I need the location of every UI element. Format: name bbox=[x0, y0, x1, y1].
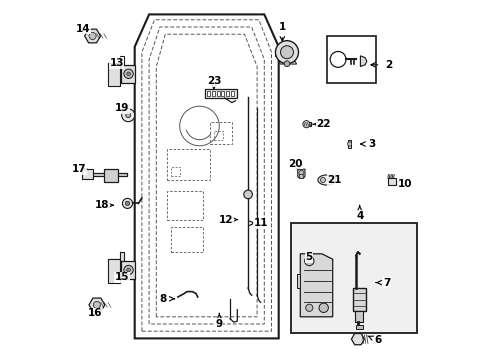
Bar bbox=[204, 89, 237, 98]
Text: 21: 21 bbox=[326, 175, 341, 185]
Circle shape bbox=[318, 303, 328, 312]
Bar bbox=[167, 191, 203, 220]
Circle shape bbox=[305, 304, 312, 311]
Bar bbox=[207, 91, 210, 96]
Polygon shape bbox=[84, 29, 101, 43]
Bar bbox=[355, 311, 363, 322]
Text: 9: 9 bbox=[215, 319, 223, 329]
Bar bbox=[104, 169, 118, 182]
Polygon shape bbox=[275, 49, 279, 56]
Text: 17: 17 bbox=[71, 164, 86, 174]
Ellipse shape bbox=[317, 175, 335, 185]
Bar bbox=[225, 91, 228, 96]
Text: 1: 1 bbox=[278, 22, 285, 32]
Bar bbox=[212, 91, 215, 96]
Polygon shape bbox=[360, 56, 366, 67]
Circle shape bbox=[320, 177, 325, 183]
Bar bbox=[121, 65, 135, 83]
Bar bbox=[355, 325, 362, 329]
Bar bbox=[121, 261, 135, 279]
Circle shape bbox=[93, 301, 100, 309]
Circle shape bbox=[302, 121, 309, 128]
Circle shape bbox=[275, 41, 298, 64]
Text: 18: 18 bbox=[95, 200, 109, 210]
Polygon shape bbox=[300, 254, 332, 317]
Polygon shape bbox=[89, 298, 104, 312]
Text: 13: 13 bbox=[109, 58, 123, 68]
Bar bbox=[347, 140, 350, 148]
Text: 12: 12 bbox=[219, 215, 233, 225]
Text: 15: 15 bbox=[115, 272, 129, 282]
Polygon shape bbox=[279, 61, 296, 64]
Circle shape bbox=[123, 265, 133, 275]
Polygon shape bbox=[303, 122, 310, 126]
Polygon shape bbox=[107, 63, 120, 86]
Bar bbox=[213, 131, 223, 140]
Circle shape bbox=[89, 32, 96, 40]
Polygon shape bbox=[297, 169, 305, 178]
Bar bbox=[230, 91, 233, 96]
Bar bbox=[291, 223, 416, 333]
Circle shape bbox=[244, 190, 252, 199]
Text: 6: 6 bbox=[373, 335, 381, 345]
Circle shape bbox=[122, 198, 132, 208]
Circle shape bbox=[284, 61, 289, 67]
Polygon shape bbox=[107, 259, 120, 283]
Bar bbox=[210, 122, 231, 144]
Text: 2: 2 bbox=[384, 60, 391, 70]
Bar bbox=[170, 227, 203, 252]
Text: 11: 11 bbox=[253, 218, 267, 228]
Polygon shape bbox=[107, 252, 123, 261]
Text: 4: 4 bbox=[355, 211, 363, 221]
Bar bbox=[352, 288, 366, 311]
Circle shape bbox=[122, 109, 134, 122]
Polygon shape bbox=[107, 56, 123, 65]
Circle shape bbox=[299, 174, 303, 179]
Circle shape bbox=[327, 177, 332, 183]
Circle shape bbox=[347, 142, 351, 146]
Text: 20: 20 bbox=[287, 159, 302, 169]
Polygon shape bbox=[84, 173, 127, 176]
Bar bbox=[216, 91, 219, 96]
Bar bbox=[326, 36, 375, 83]
Bar bbox=[221, 91, 224, 96]
Polygon shape bbox=[351, 333, 364, 345]
Circle shape bbox=[298, 170, 303, 175]
Circle shape bbox=[304, 256, 313, 266]
Text: 16: 16 bbox=[88, 308, 102, 318]
Text: 14: 14 bbox=[76, 24, 90, 34]
Text: 7: 7 bbox=[382, 278, 389, 288]
Polygon shape bbox=[387, 178, 395, 185]
Circle shape bbox=[280, 46, 293, 59]
Text: 8: 8 bbox=[160, 294, 167, 304]
Text: 5: 5 bbox=[305, 252, 312, 262]
Text: 23: 23 bbox=[206, 76, 221, 86]
Text: 22: 22 bbox=[316, 119, 330, 129]
Circle shape bbox=[125, 113, 130, 118]
Text: 3: 3 bbox=[368, 139, 375, 149]
Text: 19: 19 bbox=[115, 103, 129, 113]
Polygon shape bbox=[296, 274, 300, 288]
Circle shape bbox=[125, 201, 129, 206]
Circle shape bbox=[126, 268, 130, 272]
Circle shape bbox=[126, 72, 130, 76]
Bar bbox=[82, 169, 92, 179]
Bar bbox=[170, 167, 179, 176]
Polygon shape bbox=[134, 14, 278, 338]
Bar bbox=[167, 149, 210, 180]
Text: 10: 10 bbox=[397, 179, 411, 189]
Circle shape bbox=[123, 69, 133, 78]
